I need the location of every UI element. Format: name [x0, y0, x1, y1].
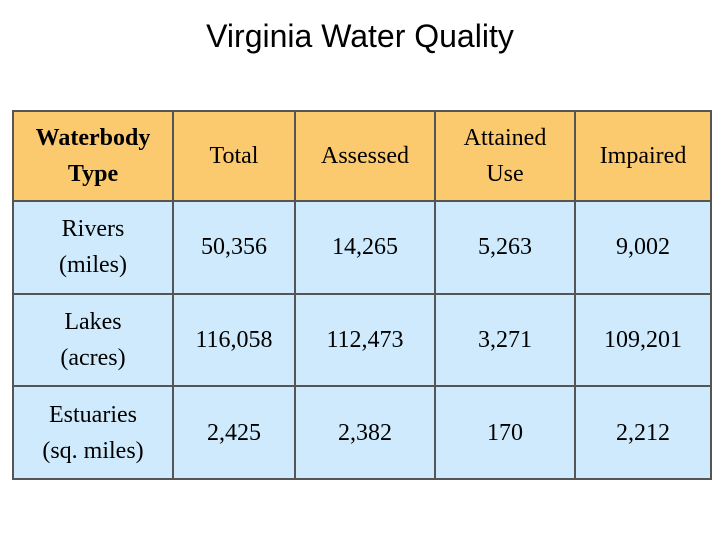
header-attained-use-line1: Attained — [463, 125, 547, 151]
header-attained-use-line2: Use — [486, 161, 524, 187]
cell-impaired: 2,212 — [574, 385, 712, 480]
cell-impaired: 109,201 — [574, 292, 712, 388]
row-label-line1: Rivers — [61, 216, 125, 243]
row-label-line2: (acres) — [60, 344, 126, 371]
cell-assessed: 112,473 — [294, 292, 436, 388]
cell-total: 50,356 — [172, 200, 296, 295]
row-label-estuaries: Estuaries (sq. miles) — [12, 385, 174, 480]
row-label-lakes: Lakes (acres) — [12, 292, 174, 388]
table-row: Lakes (acres) 116,058 112,473 3,271 109,… — [12, 292, 712, 388]
header-attained-use: Attained Use — [434, 110, 576, 202]
slide-title: Virginia Water Quality — [206, 18, 514, 54]
cell-assessed: 14,265 — [294, 200, 436, 295]
header-assessed: Assessed — [294, 110, 436, 202]
row-label-line2: (sq. miles) — [42, 437, 144, 464]
cell-impaired: 9,002 — [574, 200, 712, 295]
water-quality-table: Waterbody Type Total Assessed Attained U… — [12, 110, 712, 480]
table-header-row: Waterbody Type Total Assessed Attained U… — [12, 110, 712, 202]
row-label-line1: Estuaries — [49, 401, 137, 428]
cell-attained: 5,263 — [434, 200, 576, 295]
header-total: Total — [172, 110, 296, 202]
row-label-rivers: Rivers (miles) — [12, 200, 174, 295]
table-row: Rivers (miles) 50,356 14,265 5,263 9,002 — [12, 200, 712, 295]
header-waterbody-type-line2: Type — [67, 161, 119, 187]
table-row: Estuaries (sq. miles) 2,425 2,382 170 2,… — [12, 385, 712, 480]
cell-total: 2,425 — [172, 385, 296, 480]
row-label-line1: Lakes — [64, 308, 122, 335]
row-label-line2: (miles) — [59, 252, 127, 279]
cell-attained: 3,271 — [434, 292, 576, 388]
header-waterbody-type: Waterbody Type — [12, 110, 174, 202]
cell-attained: 170 — [434, 385, 576, 480]
header-waterbody-type-line1: Waterbody — [35, 125, 151, 151]
cell-assessed: 2,382 — [294, 385, 436, 480]
header-impaired: Impaired — [574, 110, 712, 202]
cell-total: 116,058 — [172, 292, 296, 388]
